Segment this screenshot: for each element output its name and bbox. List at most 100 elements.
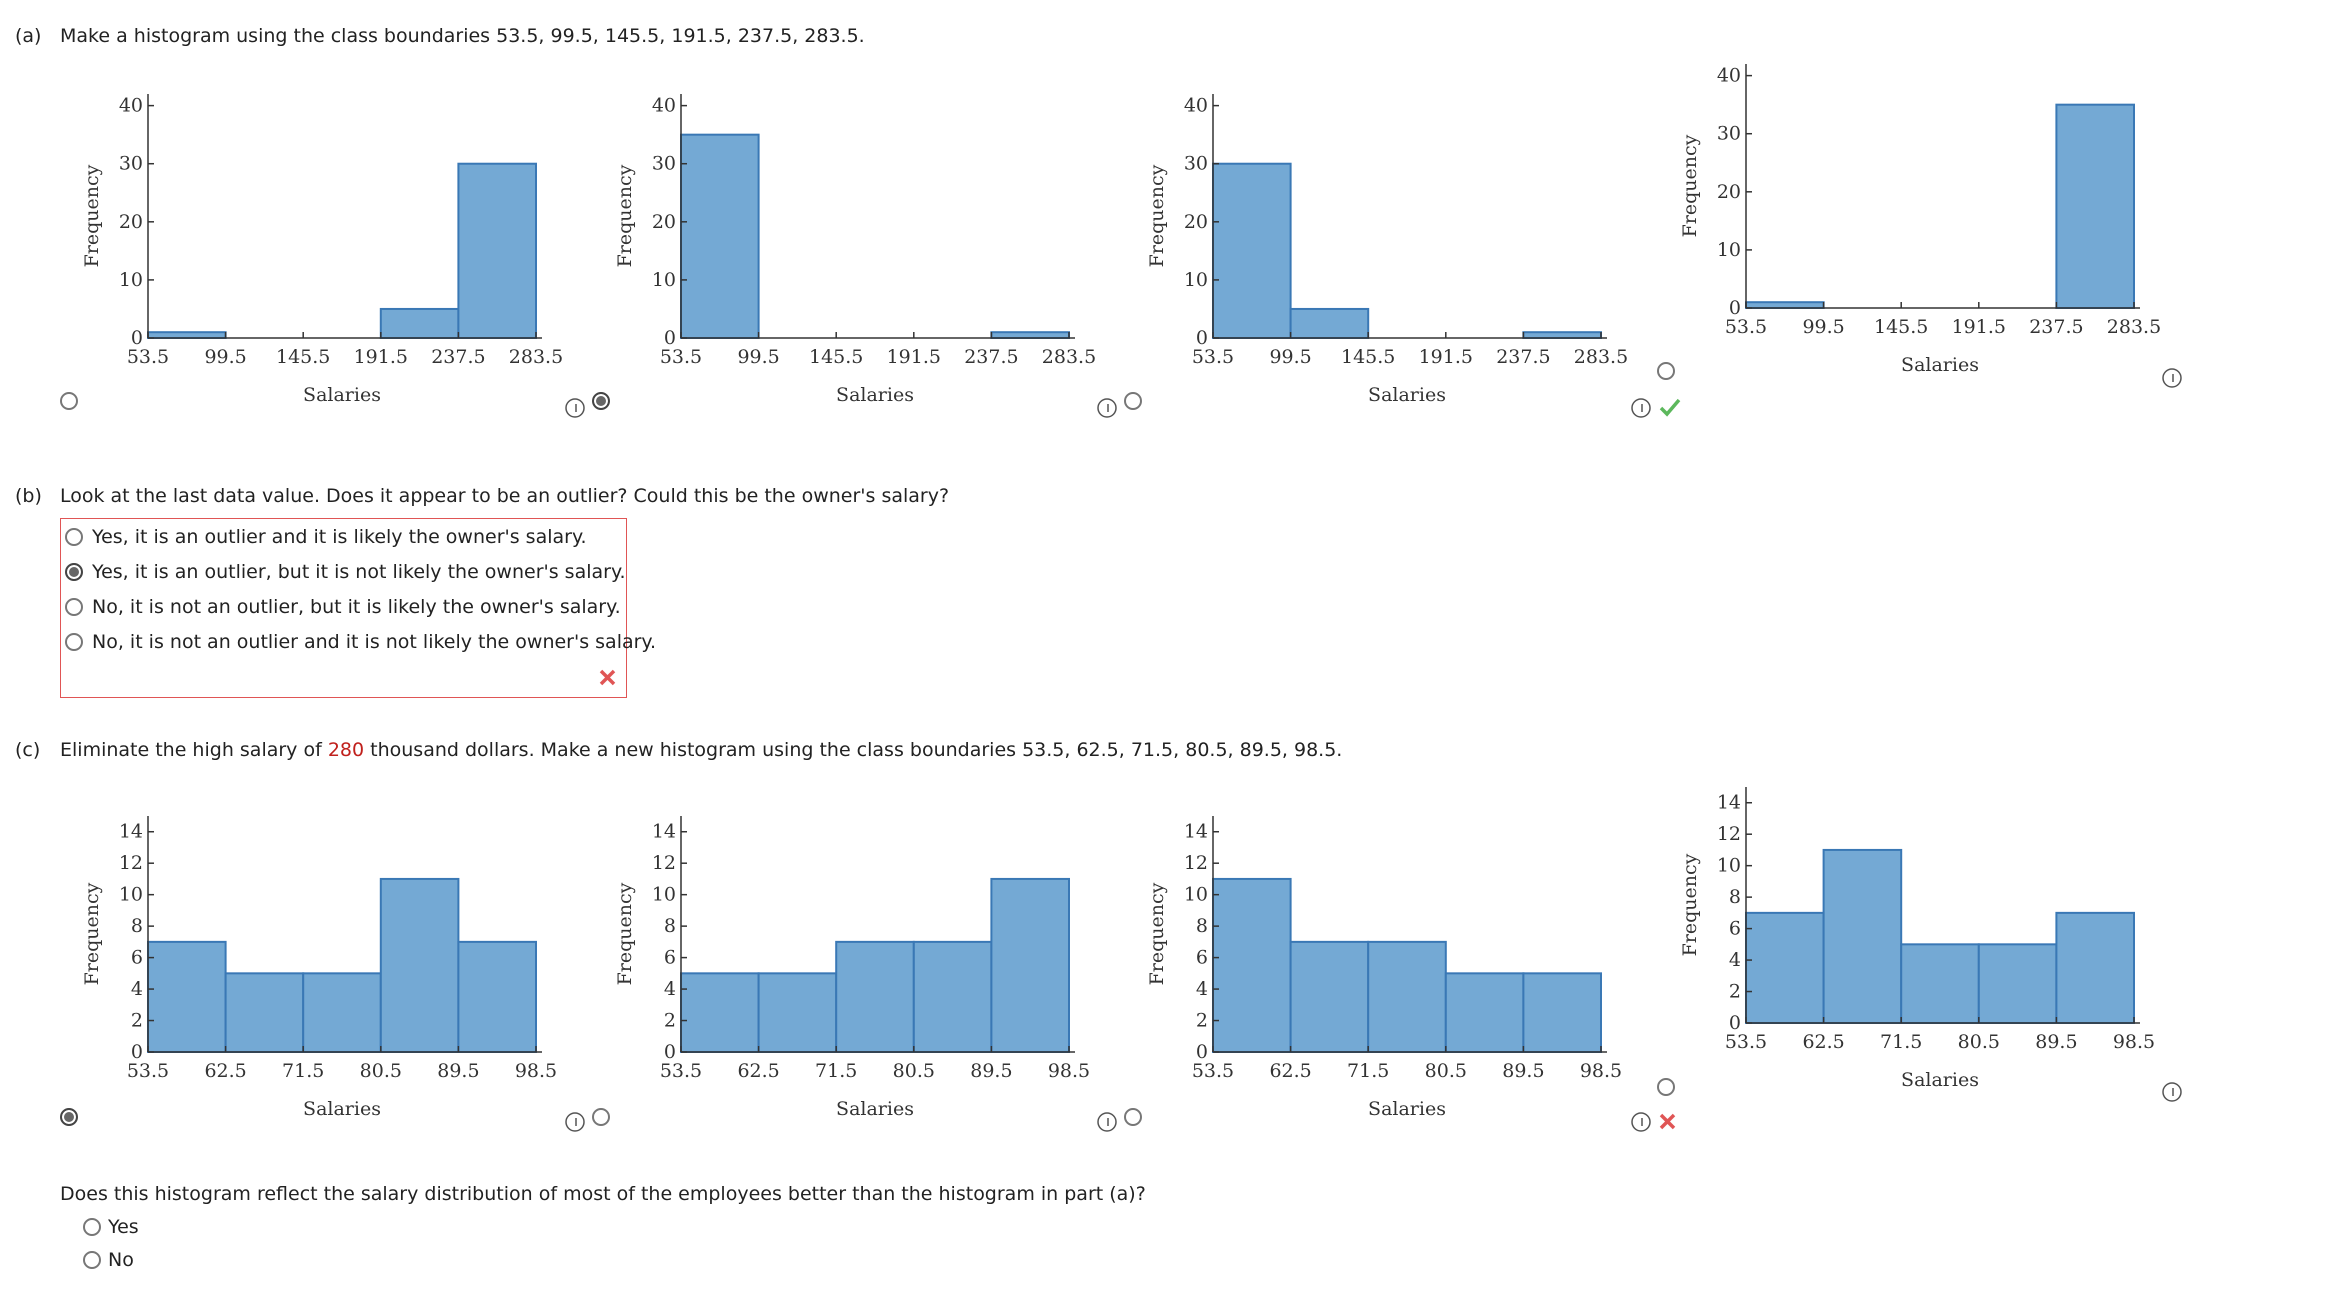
radio[interactable]	[60, 392, 78, 410]
part-label: (c)	[15, 739, 41, 761]
x-tick-label: 191.5	[354, 346, 408, 368]
x-tick-label: 89.5	[437, 1060, 479, 1082]
y-tick-label: 30	[1717, 123, 1741, 145]
bar	[990, 331, 1071, 340]
radio[interactable]	[1124, 392, 1142, 410]
x-tick-label: 53.5	[127, 1060, 169, 1082]
radio[interactable]	[1124, 1108, 1142, 1126]
y-tick-label: 4	[664, 978, 676, 1000]
bar	[1745, 911, 1825, 1024]
radio[interactable]	[60, 1108, 78, 1126]
radio[interactable]	[592, 392, 610, 410]
x-tick-label: 80.5	[1425, 1060, 1467, 1082]
y-tick-label: 4	[1729, 949, 1741, 971]
x-tick-label: 237.5	[431, 346, 485, 368]
bar	[1900, 943, 1980, 1024]
bar	[1822, 848, 1903, 1025]
bar	[1289, 307, 1370, 340]
x-tick-label: 237.5	[2029, 316, 2083, 338]
option[interactable]: No, it is not an outlier and it is not l…	[92, 631, 656, 653]
bar	[1522, 972, 1603, 1053]
radio[interactable]	[83, 1218, 101, 1236]
y-axis-label: Frequency	[1146, 882, 1168, 985]
x-axis-label: Salaries	[836, 1098, 914, 1120]
x-tick-label: 237.5	[964, 346, 1018, 368]
y-tick-label: 8	[131, 915, 143, 937]
radio[interactable]	[1657, 362, 1675, 380]
y-tick-label: 8	[1196, 915, 1208, 937]
x-tick-label: 80.5	[360, 1060, 402, 1082]
bar	[990, 877, 1071, 1054]
y-tick-label: 6	[1196, 947, 1208, 969]
radio[interactable]	[65, 528, 83, 546]
x-tick-label: 283.5	[1574, 346, 1628, 368]
y-tick-label: 20	[1717, 181, 1741, 203]
y-tick-label: 12	[1717, 823, 1741, 845]
y-tick-label: 0	[664, 1041, 676, 1063]
x-tick-label: 283.5	[509, 346, 563, 368]
x-tick-label: 80.5	[893, 1060, 935, 1082]
y-tick-label: 30	[1184, 153, 1208, 175]
y-tick-label: 8	[664, 915, 676, 937]
x-tick-label: 98.5	[515, 1060, 557, 1082]
highlight: 280	[327, 739, 365, 761]
y-tick-label: 4	[131, 978, 143, 1000]
y-tick-label: 10	[1717, 855, 1741, 877]
info-icons	[565, 368, 2182, 1132]
bar	[379, 877, 460, 1054]
y-tick-label: 10	[1184, 884, 1208, 906]
radio[interactable]	[65, 633, 83, 651]
x-tick-label: 71.5	[1880, 1031, 1922, 1053]
option[interactable]: No	[108, 1249, 134, 1271]
radio[interactable]	[83, 1251, 101, 1269]
y-tick-label: 10	[119, 269, 143, 291]
x-tick-label: 62.5	[1269, 1060, 1311, 1082]
y-tick-label: 6	[664, 947, 676, 969]
option[interactable]: Yes	[108, 1216, 139, 1238]
part-label: (a)	[15, 25, 42, 47]
radio[interactable]	[592, 1108, 610, 1126]
y-axis-label: Frequency	[81, 882, 103, 985]
option[interactable]: No, it is not an outlier, but it is like…	[92, 596, 621, 618]
y-axis-label: Frequency	[81, 164, 103, 267]
y-tick-label: 20	[119, 211, 143, 233]
x-tick-label: 98.5	[2113, 1031, 2155, 1053]
bar	[680, 972, 760, 1053]
y-tick-label: 2	[131, 1010, 143, 1032]
x-tick-label: 283.5	[2107, 316, 2161, 338]
radio[interactable]	[65, 563, 83, 581]
prompt-text: Eliminate the high salary of	[60, 739, 322, 761]
bar	[757, 972, 838, 1053]
radio[interactable]	[65, 598, 83, 616]
option[interactable]: Yes, it is an outlier and it is likely t…	[92, 526, 587, 548]
y-tick-label: 14	[1184, 821, 1208, 843]
check-icon	[1659, 398, 1681, 417]
y-tick-label: 30	[119, 153, 143, 175]
y-tick-label: 2	[664, 1010, 676, 1032]
bar	[1745, 301, 1825, 310]
bar	[147, 940, 227, 1053]
bar	[1367, 940, 1447, 1053]
option[interactable]: Yes, it is an outlier, but it is not lik…	[92, 561, 626, 583]
x-axis-label: Salaries	[836, 384, 914, 406]
prompt: Look at the last data value. Does it app…	[60, 485, 950, 507]
bar	[1977, 943, 2058, 1024]
x-tick-label: 145.5	[809, 346, 863, 368]
y-tick-label: 12	[652, 852, 676, 874]
radio[interactable]	[1657, 1078, 1675, 1096]
y-tick-label: 40	[1717, 65, 1741, 87]
y-tick-label: 2	[1729, 981, 1741, 1003]
y-tick-label: 40	[652, 95, 676, 117]
bar	[302, 972, 382, 1053]
prompt-text: thousand dollars. Make a new histogram u…	[370, 739, 1343, 761]
y-tick-label: 8	[1729, 886, 1741, 908]
y-tick-label: 10	[1717, 239, 1741, 261]
y-axis-label: Frequency	[1679, 853, 1701, 956]
y-tick-label: 14	[119, 821, 143, 843]
x-tick-label: 191.5	[1952, 316, 2006, 338]
x-tick-label: 98.5	[1580, 1060, 1622, 1082]
x-tick-label: 53.5	[660, 1060, 702, 1082]
x-tick-label: 71.5	[815, 1060, 857, 1082]
y-tick-label: 10	[119, 884, 143, 906]
